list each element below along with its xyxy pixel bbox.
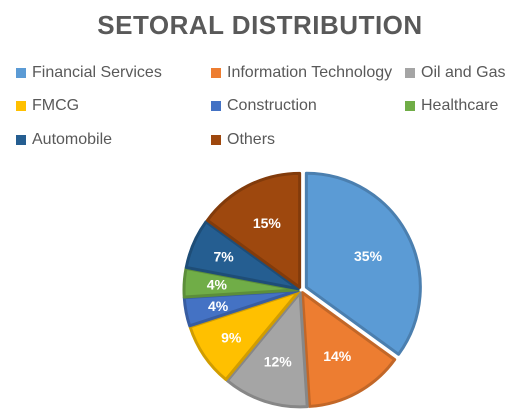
- legend-swatch: [211, 68, 221, 78]
- legend-item-information-technology: Information Technology: [211, 64, 392, 82]
- legend-item-automobile: Automobile: [16, 131, 112, 149]
- data-label-information-technology: 14%: [323, 348, 352, 364]
- legend-swatch: [16, 135, 26, 145]
- pie-slice-oil-and-gas: [225, 291, 309, 409]
- legend-item-others: Others: [211, 131, 275, 149]
- legend-swatch: [405, 101, 415, 111]
- legend-label: Oil and Gas: [421, 64, 506, 81]
- legend-item-oil-and-gas: Oil and Gas: [405, 64, 505, 82]
- legend-item-healthcare: Healthcare: [405, 97, 498, 115]
- legend-item-fmcg: FMCG: [16, 97, 79, 115]
- legend-label: FMCG: [32, 97, 80, 114]
- legend-item-construction: Construction: [211, 97, 317, 115]
- data-label-automobile: 7%: [213, 248, 234, 264]
- data-label-oil-and-gas: 12%: [264, 354, 293, 370]
- legend-swatch: [16, 101, 26, 111]
- data-label-financial-services: 35%: [354, 248, 383, 264]
- pie-slice-information-technology: [300, 291, 397, 408]
- pie-slice-automobile: [184, 220, 300, 291]
- chart-title: SETORAL DISTRIBUTION: [97, 10, 423, 40]
- legend-label: Others: [227, 131, 276, 148]
- legend-label: Automobile: [32, 131, 113, 148]
- legend-swatch: [211, 135, 221, 145]
- legend-label: Healthcare: [421, 97, 499, 114]
- data-label-healthcare: 4%: [207, 277, 228, 293]
- pie-slice-financial-services: [304, 171, 422, 356]
- legend-item-financial-services: Financial Services: [16, 64, 162, 82]
- data-label-others: 15%: [253, 215, 282, 231]
- data-label-construction: 4%: [208, 298, 229, 314]
- legend-swatch: [211, 101, 221, 111]
- legend-label: Financial Services: [32, 64, 162, 81]
- data-label-fmcg: 9%: [221, 329, 242, 345]
- legend-label: Construction: [227, 97, 317, 114]
- legend-swatch: [16, 68, 26, 78]
- legend-swatch: [405, 68, 415, 78]
- legend-label: Information Technology: [227, 64, 393, 81]
- pie-slice-others: [205, 171, 302, 289]
